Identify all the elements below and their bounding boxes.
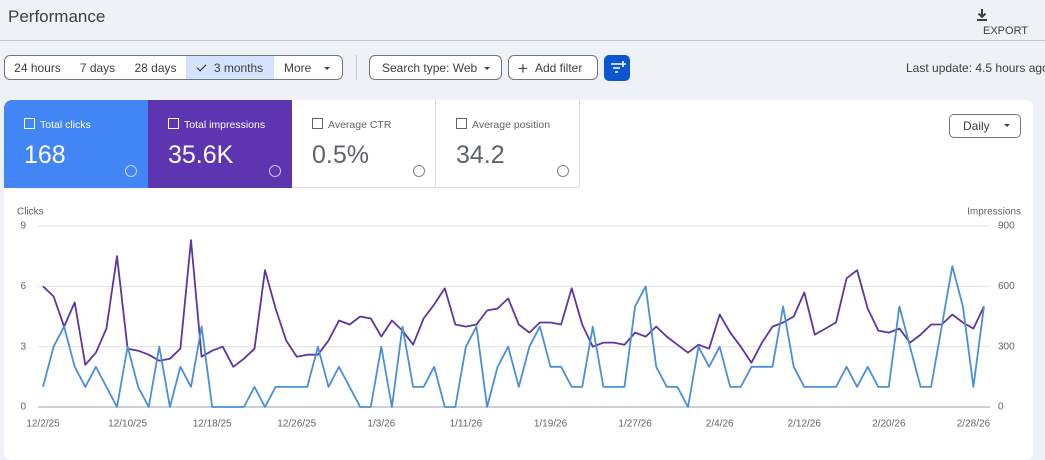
y2-tick-label: 0 xyxy=(998,402,1004,413)
range-label: 3 months xyxy=(213,61,264,75)
x-tick-label: 1/11/26 xyxy=(450,419,483,430)
series-line xyxy=(42,265,985,408)
y-axis-title: Clicks xyxy=(17,207,44,218)
dropdown-arrow xyxy=(324,67,330,73)
y2-tick-label: 300 xyxy=(998,341,1015,352)
x-tick-label: 1/27/26 xyxy=(618,419,652,430)
export-label: EXPORT xyxy=(983,25,1029,37)
y2-tick-label: 900 xyxy=(998,221,1015,232)
checkbox xyxy=(456,118,467,129)
range-label: More xyxy=(284,61,312,75)
export-button[interactable]: EXPORT xyxy=(975,8,1045,37)
x-tick-label: 2/20/26 xyxy=(872,419,906,430)
x-tick-label: 12/2/25 xyxy=(26,419,60,430)
y-tick-label: 0 xyxy=(20,402,26,413)
metric-value: 35.6K xyxy=(168,141,234,169)
add-filter-label: Add filter xyxy=(535,61,583,75)
x-tick-label: 2/12/26 xyxy=(788,419,822,430)
search-type-chip[interactable]: Search type: Web xyxy=(369,55,502,80)
search-type-label: Search type: Web xyxy=(382,61,478,75)
add-filter-chip[interactable]: + Add filter xyxy=(508,55,598,80)
metric-tile[interactable]: Average position 34.2 xyxy=(436,100,580,188)
x-tick-label: 2/28/26 xyxy=(957,419,991,430)
metric-tile[interactable]: Total clicks 168 xyxy=(4,100,148,188)
filter-icon-button[interactable] xyxy=(604,55,630,81)
x-tick-label: 1/19/26 xyxy=(534,419,568,430)
y2-tick-label: 600 xyxy=(998,281,1015,292)
granularity-label: Daily xyxy=(963,119,990,133)
metric-value: 34.2 xyxy=(456,141,505,169)
metric-tile[interactable]: Total impressions 35.6K xyxy=(148,100,292,188)
x-tick-label: 1/3/26 xyxy=(367,419,395,430)
metric-label: Total clicks xyxy=(40,119,91,131)
range-chip[interactable]: More xyxy=(274,55,343,80)
help-icon[interactable] xyxy=(269,165,281,177)
chart: Clicks Impressions 0 3 6 9 0 300 600 900 12/2/25… xyxy=(17,207,1021,430)
page-title: Performance xyxy=(8,7,106,26)
range-chip-selected[interactable]: 3 months xyxy=(186,55,275,80)
checkbox xyxy=(312,118,323,129)
x-tick-label: 12/10/25 xyxy=(108,419,147,430)
last-update: Last update: 4.5 hours ago xyxy=(906,61,1045,75)
metric-label: Total impressions xyxy=(184,119,266,131)
metric-value: 0.5% xyxy=(312,141,369,169)
help-icon[interactable] xyxy=(557,165,569,177)
metric-label: Average position xyxy=(472,119,551,131)
dropdown-arrow xyxy=(1004,124,1010,130)
help-icon[interactable] xyxy=(125,165,137,177)
metric-value: 168 xyxy=(24,141,66,169)
export-icon xyxy=(977,9,987,21)
metric-tile[interactable]: Average CTR 0.5% xyxy=(292,100,436,188)
x-tick-label: 12/26/25 xyxy=(277,419,316,430)
range-chip[interactable]: 7 days xyxy=(70,55,126,80)
y2-axis-title: Impressions xyxy=(967,207,1021,218)
metric-label: Average CTR xyxy=(328,119,392,131)
x-tick-label: 12/18/25 xyxy=(193,419,232,430)
granularity-dropdown[interactable]: Daily xyxy=(949,114,1021,138)
help-icon[interactable] xyxy=(413,165,425,177)
y-tick-label: 3 xyxy=(20,341,26,352)
y-tick-label: 6 xyxy=(20,281,26,292)
filter-icon xyxy=(611,61,626,73)
divider xyxy=(0,40,1045,41)
y-tick-label: 9 xyxy=(20,221,26,232)
separator xyxy=(356,55,357,80)
checkbox xyxy=(168,118,179,129)
x-tick-label: 2/4/26 xyxy=(706,419,734,430)
page: Performance EXPORT 24 hours 7 days 28 da… xyxy=(0,7,1045,460)
series-line xyxy=(42,239,985,368)
checkbox xyxy=(24,118,35,129)
plus-icon: + xyxy=(518,59,528,78)
dropdown-arrow xyxy=(484,67,490,73)
